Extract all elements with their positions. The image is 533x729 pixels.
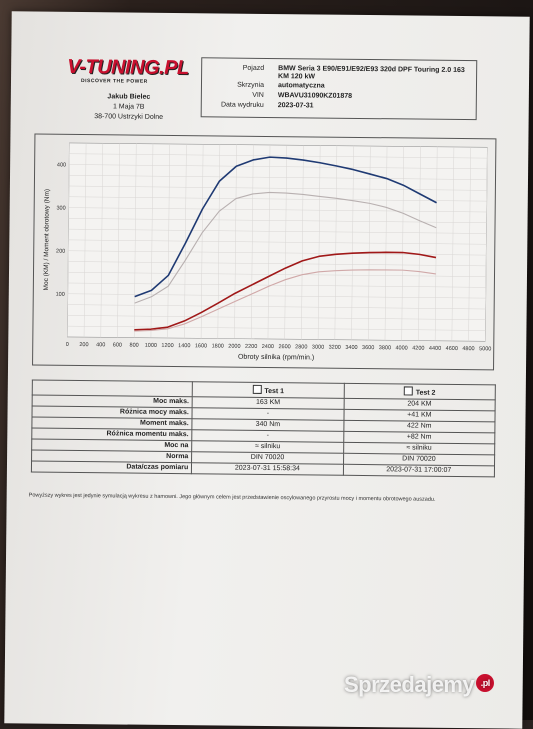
grid-line-horizontal	[67, 315, 486, 320]
x-tick-label: 1800	[212, 343, 224, 349]
test1-header: Test 1	[192, 381, 344, 399]
x-tick-label: 4400	[429, 346, 441, 352]
grid-line-horizontal	[68, 218, 487, 223]
x-tick-label: 2400	[262, 344, 274, 350]
x-tick-label: 1400	[178, 343, 190, 349]
grid-line-horizontal	[68, 239, 487, 245]
y-tick-label: 200	[56, 249, 65, 255]
grid-line-horizontal	[69, 153, 488, 159]
disclaimer-footnote: Powyższy wykres jest jedynie symulacją w…	[28, 492, 436, 503]
vehicle-key: VIN	[252, 91, 264, 99]
x-tick-label: 1200	[161, 343, 173, 349]
grid-line-horizontal	[68, 228, 487, 234]
row-test1-value: 2023-07-31 15:58:34	[191, 462, 344, 476]
grid-line-horizontal	[68, 196, 487, 202]
owner-city: 38-700 Ustrzyki Dolne	[94, 113, 164, 121]
vehicle-row: Pojazd BMW Seria 3 E90/E91/E92/E93 320d …	[202, 64, 476, 81]
x-tick-label: 2200	[245, 344, 257, 350]
x-tick-label: 3200	[329, 345, 341, 351]
dyno-chart-frame: 0 200 400 600 800 1000 1200 1400 1600 1800 2000 220…	[32, 133, 497, 371]
grid-line-horizontal	[67, 304, 486, 310]
y-tick-label: 400	[57, 162, 66, 168]
series-line-4	[134, 269, 436, 332]
vehicle-key: Data wydruku	[220, 101, 264, 109]
x-tick-label: 4200	[412, 346, 424, 352]
test2-checkbox[interactable]	[403, 386, 413, 396]
x-tick-label: 2600	[278, 344, 290, 350]
grid-line-horizontal	[68, 261, 487, 267]
grid-line-horizontal	[69, 174, 488, 180]
series-line-2	[134, 191, 437, 304]
x-tick-label: 4000	[395, 345, 407, 351]
vehicle-key: Pojazd	[242, 64, 265, 72]
logo-wordmark: V-TUNING.PL	[67, 55, 189, 80]
x-tick-label: 0	[66, 342, 69, 348]
y-axis-label: Moc (KM) / Moment obrotowy (Nm)	[43, 189, 51, 291]
test1-checkbox[interactable]	[252, 384, 262, 394]
y-tick-label: 300	[56, 205, 65, 211]
grid-line-horizontal	[69, 164, 488, 170]
dyno-sheet: V-TUNING.PL DISCOVER THE POWER Jakub Bie…	[4, 11, 530, 729]
grid-line-horizontal	[68, 271, 486, 277]
vtuning-logo: V-TUNING.PL DISCOVER THE POWER	[63, 56, 189, 89]
results-header-blank	[32, 380, 193, 397]
y-tick-label: 100	[56, 292, 65, 298]
x-tick-label: 400	[96, 342, 105, 348]
vehicle-value: BMW Seria 3 E90/E91/E92/E93 320d DPF Tou…	[278, 65, 465, 81]
x-tick-label: 3600	[362, 345, 374, 351]
grid-line-horizontal	[67, 293, 486, 299]
x-tick-label: 4600	[446, 346, 458, 352]
row-label: Data/czas pomiaru	[31, 461, 192, 474]
x-tick-label: 1600	[195, 343, 207, 349]
watermark-badge: .pl	[476, 674, 495, 692]
x-tick-label: 2000	[228, 344, 240, 350]
row-test2-value: 2023-07-31 17:00:07	[343, 464, 495, 477]
x-tick-label: 200	[79, 342, 88, 348]
results-table: Test 1 Test 2 Moc maks. 163 KM 204 KM Ró…	[31, 380, 496, 487]
x-tick-label: 3400	[345, 345, 357, 351]
x-tick-label: 600	[113, 342, 122, 348]
vehicle-key: Skrzynia	[237, 81, 265, 89]
series-line-3	[134, 251, 437, 331]
vehicle-value: WBAVU31090KZ01878	[277, 92, 353, 100]
x-tick-label: 800	[130, 343, 139, 349]
vehicle-value: automatyczna	[277, 82, 325, 90]
logo-tagline: DISCOVER THE POWER	[80, 78, 148, 85]
x-tick-label: 1000	[145, 343, 157, 349]
x-tick-label: 2800	[295, 344, 307, 350]
watermark-text: Sprzedajemy	[344, 672, 475, 697]
x-axis-label: Obroty silnika (rpm/min.)	[238, 354, 314, 362]
x-tick-label: 3800	[379, 345, 391, 351]
grid-line-horizontal	[68, 207, 487, 213]
test1-header-label: Test 1	[264, 387, 285, 396]
sprzedajemy-watermark: Sprzedajemy .pl	[344, 672, 495, 698]
vehicle-value: 2023-07-31	[277, 102, 314, 110]
owner-info: Jakub Bielec 1 Maja 7B 38-700 Ustrzyki D…	[67, 92, 191, 123]
grid-line-horizontal	[67, 325, 486, 331]
x-tick-label: 3000	[312, 344, 324, 350]
x-tick-label: 4800	[462, 346, 474, 352]
series-line-1	[134, 156, 437, 298]
vehicle-info-box: Pojazd BMW Seria 3 E90/E91/E92/E93 320d …	[200, 57, 478, 121]
test2-header-label: Test 2	[415, 389, 436, 397]
grid-line-horizontal	[68, 185, 487, 191]
grid-line-horizontal	[67, 282, 486, 288]
x-tick-label: 5000	[479, 346, 491, 352]
dyno-chart: 0 200 400 600 800 1000 1200 1400 1600 1800 2000 220…	[43, 142, 491, 362]
test2-header: Test 2	[343, 383, 496, 400]
